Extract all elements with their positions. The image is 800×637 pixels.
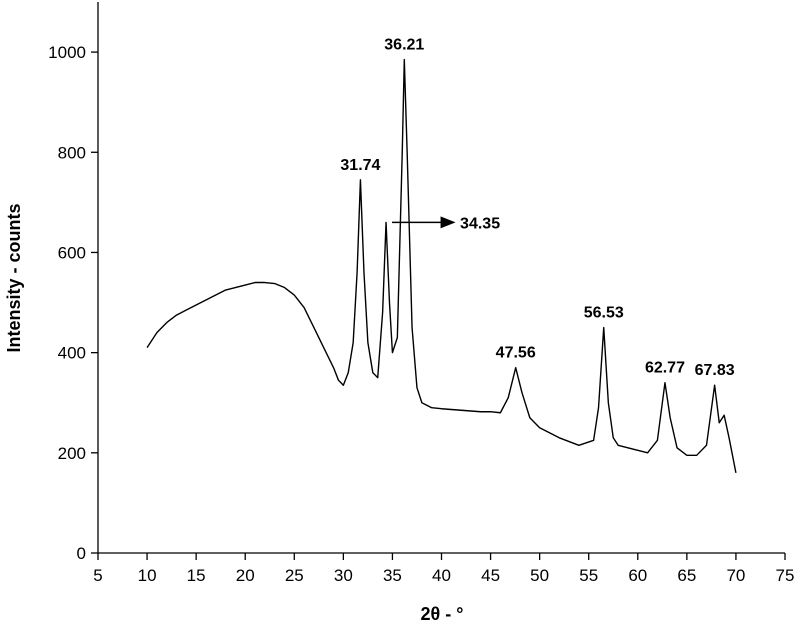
annotation-label: 34.35	[460, 215, 500, 232]
x-tick-label: 70	[726, 566, 745, 585]
x-axis-title: 2θ - °	[421, 604, 464, 624]
x-tick-label: 45	[481, 566, 500, 585]
y-tick-label: 200	[58, 444, 86, 463]
x-tick-label: 30	[334, 566, 353, 585]
x-tick-label: 40	[432, 566, 451, 585]
x-tick-label: 35	[383, 566, 402, 585]
annotation-label: 56.53	[584, 305, 624, 322]
y-axis-title: Intensity - counts	[4, 203, 24, 352]
x-tick-label: 60	[628, 566, 647, 585]
annotation-label: 67.83	[695, 362, 735, 379]
x-tick-label: 75	[776, 566, 795, 585]
annotation-label: 47.56	[496, 345, 536, 362]
y-tick-label: 800	[58, 143, 86, 162]
x-tick-label: 55	[579, 566, 598, 585]
x-tick-label: 5	[93, 566, 102, 585]
x-tick-label: 15	[187, 566, 206, 585]
annotation-label: 36.21	[384, 37, 424, 54]
x-tick-label: 20	[236, 566, 255, 585]
annotation-label: 31.74	[340, 157, 380, 174]
x-tick-label: 25	[285, 566, 304, 585]
x-tick-label: 65	[677, 566, 696, 585]
y-tick-label: 1000	[48, 43, 86, 62]
x-tick-label: 10	[138, 566, 157, 585]
y-tick-label: 400	[58, 344, 86, 363]
x-tick-label: 50	[530, 566, 549, 585]
annotation-label: 62.77	[645, 360, 685, 377]
y-tick-label: 600	[58, 243, 86, 262]
y-tick-label: 0	[77, 544, 86, 563]
data-line	[146, 58, 737, 473]
